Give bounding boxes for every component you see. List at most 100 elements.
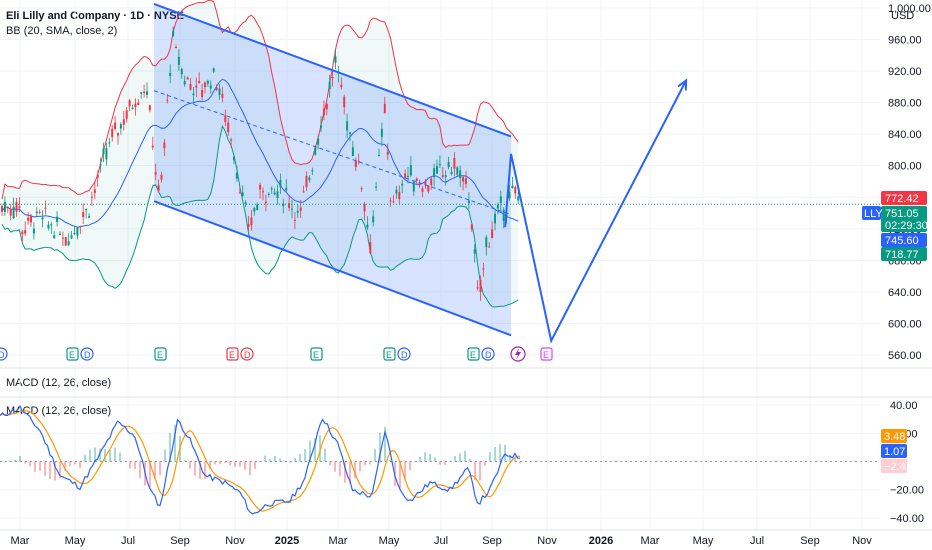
macd-histogram-bar — [19, 455, 21, 462]
time-axis-label: Sep — [482, 535, 502, 547]
macd-histogram — [0, 424, 521, 489]
macd-line — [0, 404, 521, 515]
macd-histogram-bar — [164, 449, 166, 462]
macd-axis-label: −40.00 — [890, 513, 924, 525]
candle-body — [415, 178, 418, 181]
earnings-marker — [310, 347, 323, 361]
macd-histogram-bar — [199, 461, 201, 479]
macd-histogram-bar — [324, 448, 326, 462]
candle-body — [230, 139, 233, 141]
candle-body — [12, 206, 15, 218]
bb-indicator-label[interactable]: BB (20, SMA, close, 2) — [6, 25, 118, 37]
macd-histogram-bar — [389, 460, 391, 462]
candle-body — [407, 175, 409, 177]
candle-body — [308, 177, 311, 181]
candle-body — [320, 125, 322, 129]
candle-body — [354, 160, 357, 167]
candle-body — [221, 93, 224, 98]
candle-body — [270, 188, 273, 190]
macd-histogram-bar — [284, 461, 286, 462]
price-tag-label: 745.60 — [885, 235, 919, 247]
macd-indicator-label[interactable]: MACD (12, 26, close) — [6, 377, 112, 389]
candle-body — [372, 216, 375, 223]
macd-indicator-label-2[interactable]: MACD (12, 26, close) — [6, 405, 112, 417]
candle-body — [473, 249, 476, 254]
candle-body — [18, 206, 21, 208]
macd-value-tag-label: 1.07 — [884, 446, 905, 458]
macd-histogram-bar — [309, 440, 311, 462]
candle-body — [212, 68, 215, 72]
price-tag — [881, 233, 927, 247]
candle-body — [128, 100, 131, 107]
candle-body — [363, 203, 366, 212]
candle-body — [276, 191, 279, 199]
candle-body — [175, 46, 177, 49]
candle-body — [206, 80, 209, 84]
candle-body — [325, 103, 328, 110]
macd-histogram-bar — [219, 461, 221, 465]
candle-body — [479, 279, 482, 293]
candle-body — [85, 209, 88, 211]
candle-body — [148, 105, 151, 111]
lightning-icon — [515, 348, 521, 360]
earnings-marker-label: E — [157, 350, 163, 360]
candle-body — [27, 217, 30, 221]
price-axis-label: 800.00 — [888, 161, 922, 173]
macd-histogram-bar — [489, 452, 491, 462]
macd-histogram-bar — [289, 461, 291, 463]
candle-body — [395, 189, 398, 194]
candle-body — [6, 206, 9, 209]
candle-body — [195, 85, 198, 88]
macd-histogram-bar — [159, 461, 161, 476]
earnings-marker-label: E — [386, 350, 392, 360]
macd-histogram-bar — [214, 461, 216, 465]
macd-histogram-bar — [129, 461, 131, 469]
macd-histogram-bar — [409, 461, 411, 471]
candle-body — [282, 203, 285, 207]
candle-body — [262, 191, 264, 193]
macd-histogram-bar — [244, 461, 246, 470]
candle-body — [198, 80, 201, 84]
bb-lower-line — [1, 124, 519, 308]
macd-histogram-bar — [39, 461, 41, 471]
candle-body — [151, 145, 154, 148]
candle-body — [488, 246, 491, 248]
macd-histogram-bar — [349, 461, 351, 484]
earnings-marker — [467, 347, 480, 361]
candle-body — [137, 102, 140, 105]
candle-body — [430, 178, 433, 186]
macd-histogram-bar — [479, 461, 481, 481]
macd-histogram-bar — [139, 461, 141, 478]
macd-histogram-bar — [344, 461, 346, 483]
candle-body — [467, 200, 470, 204]
macd-histogram-bar — [504, 444, 506, 462]
macd-histogram-bar — [49, 461, 51, 479]
candle-body — [296, 210, 299, 213]
candle-body — [117, 132, 119, 136]
macd-histogram-bar — [454, 455, 456, 462]
macd-histogram-bar — [439, 461, 441, 465]
candle-body — [380, 128, 383, 137]
time-axis-label: Mar — [641, 535, 660, 547]
projection-arrowhead — [677, 78, 688, 91]
macd-histogram-bar — [224, 461, 226, 463]
earnings-marker — [540, 347, 553, 361]
candle-body — [146, 91, 148, 95]
candle-body — [38, 211, 41, 213]
earnings-marker — [66, 347, 79, 361]
macd-histogram-bar — [84, 454, 86, 462]
candle-body — [218, 88, 221, 95]
candle-body — [183, 81, 186, 85]
macd-histogram-bar — [9, 460, 11, 462]
macd-histogram-bar — [134, 461, 136, 469]
macd-histogram-bar — [64, 461, 66, 471]
time-axis-label: Nov — [225, 535, 245, 547]
macd-histogram-bar — [364, 461, 366, 466]
macd-histogram-bar — [189, 461, 191, 469]
candle-body — [346, 121, 349, 131]
macd-histogram-bar — [274, 455, 276, 462]
macd-histogram-bar — [514, 457, 516, 462]
time-axis-label: Jul — [434, 535, 448, 547]
candle-body — [105, 148, 108, 160]
